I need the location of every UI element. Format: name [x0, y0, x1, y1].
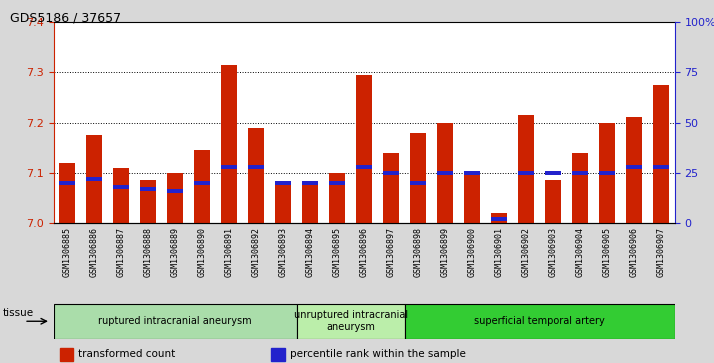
- Bar: [518, 115, 534, 223]
- Text: GSM1306888: GSM1306888: [144, 227, 153, 277]
- Bar: [572, 153, 588, 223]
- Bar: [167, 189, 183, 193]
- Text: GSM1306896: GSM1306896: [360, 227, 368, 277]
- Bar: [248, 165, 264, 168]
- FancyBboxPatch shape: [405, 304, 675, 339]
- Text: GSM1306900: GSM1306900: [468, 227, 477, 277]
- Text: GSM1306885: GSM1306885: [63, 227, 71, 277]
- Bar: [545, 180, 561, 223]
- Bar: [86, 177, 102, 181]
- Text: GSM1306904: GSM1306904: [575, 227, 585, 277]
- Bar: [59, 181, 75, 185]
- Bar: [464, 171, 481, 175]
- Bar: [60, 348, 74, 360]
- Bar: [59, 163, 75, 223]
- Bar: [545, 171, 561, 175]
- Text: GSM1306897: GSM1306897: [387, 227, 396, 277]
- Bar: [410, 181, 426, 185]
- Bar: [167, 173, 183, 223]
- Bar: [599, 171, 615, 175]
- Text: percentile rank within the sample: percentile rank within the sample: [290, 350, 466, 359]
- Text: GSM1306892: GSM1306892: [251, 227, 261, 277]
- Bar: [383, 171, 399, 175]
- Bar: [410, 132, 426, 223]
- Bar: [626, 165, 643, 168]
- Bar: [329, 173, 346, 223]
- Bar: [599, 122, 615, 223]
- Text: ruptured intracranial aneurysm: ruptured intracranial aneurysm: [99, 316, 252, 326]
- Text: GSM1306895: GSM1306895: [333, 227, 341, 277]
- Bar: [113, 185, 129, 189]
- Text: GSM1306889: GSM1306889: [171, 227, 180, 277]
- Bar: [464, 173, 481, 223]
- Text: GSM1306890: GSM1306890: [198, 227, 206, 277]
- Text: GSM1306893: GSM1306893: [278, 227, 288, 277]
- Bar: [356, 75, 372, 223]
- Bar: [626, 118, 643, 223]
- Bar: [221, 165, 237, 168]
- Text: GSM1306887: GSM1306887: [116, 227, 126, 277]
- Bar: [356, 165, 372, 168]
- Text: unruptured intracranial
aneurysm: unruptured intracranial aneurysm: [293, 310, 408, 332]
- Bar: [248, 127, 264, 223]
- Bar: [329, 181, 346, 185]
- Text: GSM1306903: GSM1306903: [548, 227, 558, 277]
- Bar: [221, 65, 237, 223]
- Bar: [140, 180, 156, 223]
- Text: GSM1306898: GSM1306898: [413, 227, 423, 277]
- Bar: [275, 185, 291, 223]
- Text: GSM1306901: GSM1306901: [495, 227, 503, 277]
- Bar: [113, 168, 129, 223]
- Text: GSM1306886: GSM1306886: [89, 227, 99, 277]
- Text: transformed count: transformed count: [79, 350, 176, 359]
- Bar: [653, 165, 669, 168]
- Bar: [491, 213, 507, 223]
- Text: GSM1306902: GSM1306902: [522, 227, 531, 277]
- Text: GDS5186 / 37657: GDS5186 / 37657: [10, 12, 121, 25]
- Bar: [302, 183, 318, 223]
- Bar: [437, 122, 453, 223]
- Bar: [140, 187, 156, 191]
- Text: GSM1306891: GSM1306891: [225, 227, 233, 277]
- Text: GSM1306894: GSM1306894: [306, 227, 315, 277]
- Bar: [383, 153, 399, 223]
- Text: GSM1306907: GSM1306907: [657, 227, 665, 277]
- Bar: [518, 171, 534, 175]
- Bar: [653, 85, 669, 223]
- FancyBboxPatch shape: [296, 304, 405, 339]
- Bar: [572, 171, 588, 175]
- FancyBboxPatch shape: [54, 304, 296, 339]
- Bar: [302, 181, 318, 185]
- Text: tissue: tissue: [3, 308, 34, 318]
- Bar: [271, 348, 285, 360]
- Bar: [491, 217, 507, 221]
- Text: superficial temporal artery: superficial temporal artery: [474, 316, 605, 326]
- Text: GSM1306906: GSM1306906: [630, 227, 639, 277]
- Text: GSM1306899: GSM1306899: [441, 227, 450, 277]
- Bar: [86, 135, 102, 223]
- Text: GSM1306905: GSM1306905: [603, 227, 612, 277]
- Bar: [437, 171, 453, 175]
- Bar: [194, 181, 210, 185]
- Bar: [275, 181, 291, 185]
- Bar: [194, 150, 210, 223]
